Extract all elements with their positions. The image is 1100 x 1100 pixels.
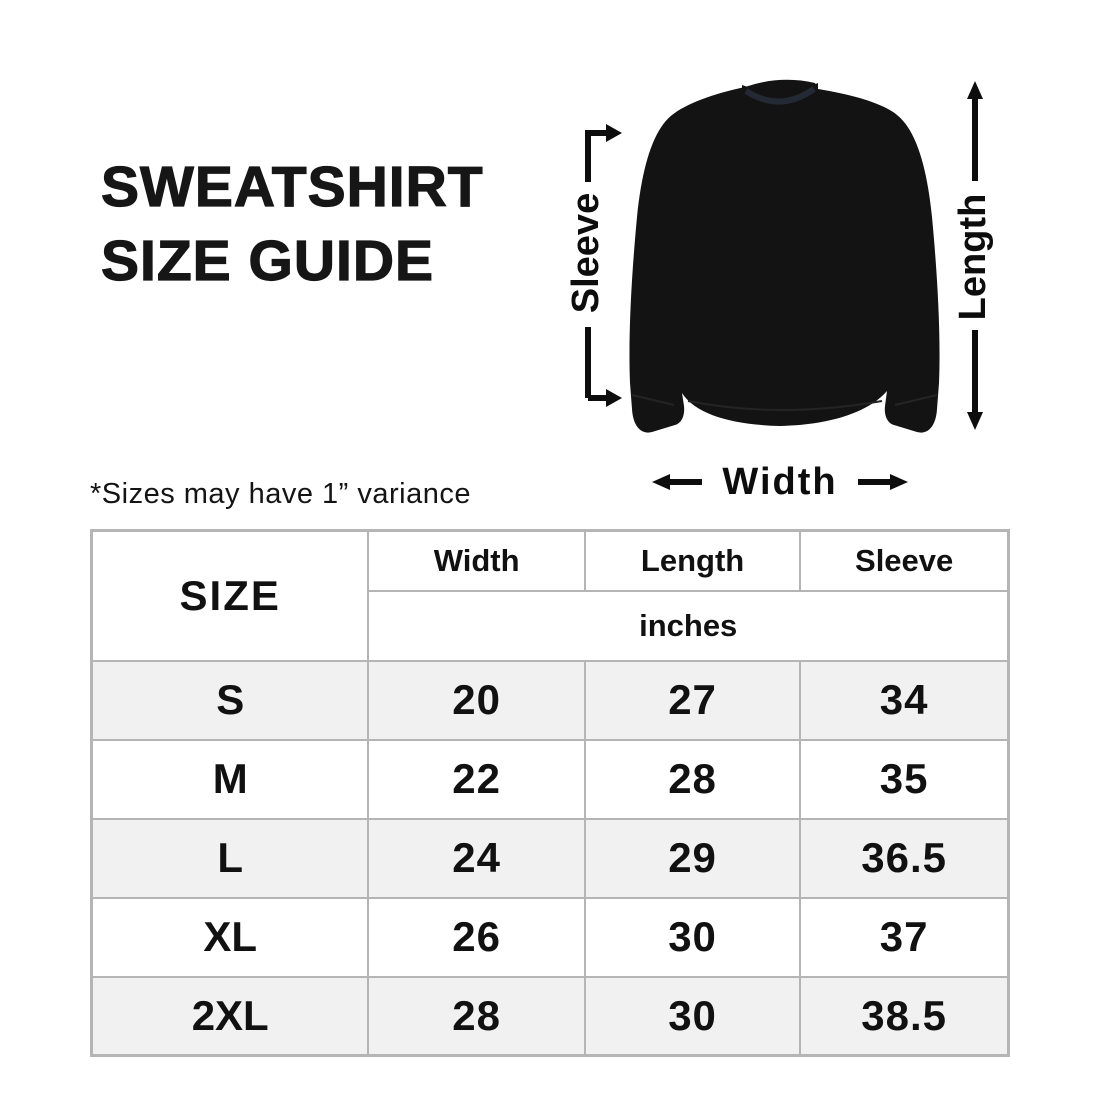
cell-size: 2XL: [90, 975, 370, 1057]
length-label: Length: [952, 193, 994, 321]
cell-length: 27: [583, 659, 802, 741]
cell-length: 30: [583, 975, 802, 1057]
cell-size: L: [90, 817, 370, 899]
width-annotation: Width: [560, 456, 1000, 508]
width-left-arrow-icon: [652, 474, 703, 490]
size-table: SIZE Width Length Sleeve inches S 20 27 …: [90, 529, 1010, 1057]
sleeve-label: Sleeve: [565, 192, 607, 314]
cell-size: M: [90, 738, 370, 820]
cell-size: XL: [90, 896, 370, 978]
cell-width: 22: [367, 738, 586, 820]
sweatshirt-image: [585, 79, 983, 433]
length-column-header: Length: [583, 529, 802, 592]
table-row: M 22 28 35: [90, 738, 1010, 820]
cell-sleeve: 38.5: [799, 975, 1010, 1057]
cell-size: S: [90, 659, 370, 741]
cell-width: 26: [367, 896, 586, 978]
sleeve-column-header: Sleeve: [799, 529, 1010, 592]
table-row: L 24 29 36.5: [90, 817, 1010, 899]
size-column-header: SIZE: [90, 529, 370, 662]
cell-sleeve: 34: [799, 659, 1010, 741]
cell-width: 24: [367, 817, 586, 899]
table-row: 2XL 28 30 38.5: [90, 975, 1010, 1057]
table-row: XL 26 30 37: [90, 896, 1010, 978]
cell-sleeve: 37: [799, 896, 1010, 978]
unit-header-row: inches: [92, 589, 1010, 662]
sleeve-arrow: [585, 124, 622, 407]
cell-width: 20: [367, 659, 586, 741]
table-row: S 20 27 34: [90, 659, 1010, 741]
length-arrow: [967, 81, 983, 430]
page-title: SWEATSHIRT SIZE GUIDE: [100, 150, 484, 298]
cell-sleeve: 36.5: [799, 817, 1010, 899]
width-right-arrow-icon: [857, 474, 908, 490]
variance-note: *Sizes may have 1” variance: [90, 478, 471, 510]
unit-header: inches: [367, 589, 1010, 662]
cell-length: 28: [583, 738, 802, 820]
cell-length: 29: [583, 817, 802, 899]
sweatshirt-silhouette: [629, 79, 940, 433]
cell-sleeve: 35: [799, 738, 1010, 820]
page-title-line2: SIZE GUIDE: [100, 228, 435, 293]
width-label: Width: [722, 460, 838, 503]
table-header-row: SIZE Width Length Sleeve: [90, 529, 1010, 662]
page-title-line1: SWEATSHIRT: [100, 154, 484, 219]
width-column-header: Width: [367, 529, 586, 592]
cell-length: 30: [583, 896, 802, 978]
cell-width: 28: [367, 975, 586, 1057]
